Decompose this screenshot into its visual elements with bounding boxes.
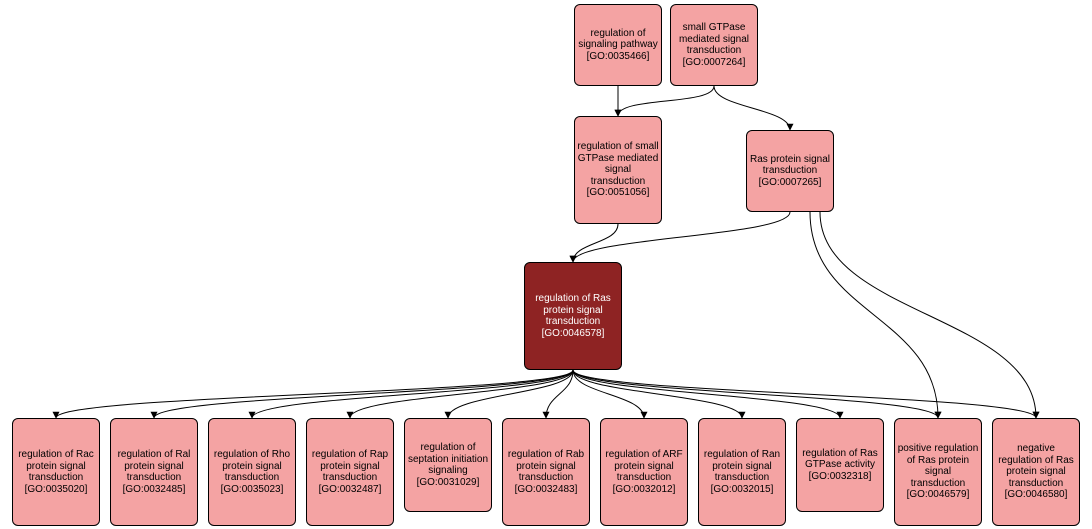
edge-n_small_gtp-n_reg_small (618, 86, 714, 116)
node-label: negative regulation of Ras protein signa… (995, 443, 1077, 501)
node-n_pos[interactable]: positive regulation of Ras protein signa… (894, 418, 982, 526)
node-label: regulation of Rab protein signal transdu… (505, 449, 587, 495)
node-label: Ras protein signal transduction [GO:0007… (749, 154, 831, 189)
node-n_rab[interactable]: regulation of Rab protein signal transdu… (502, 418, 590, 526)
node-n_small_gtp[interactable]: small GTPase mediated signal transductio… (670, 4, 758, 86)
edge-n_reg_ras-n_ral (154, 370, 573, 418)
node-label: regulation of small GTPase mediated sign… (577, 141, 659, 199)
node-n_sept[interactable]: regulation of septation initiation signa… (404, 418, 492, 512)
node-label: regulation of Rac protein signal transdu… (15, 449, 97, 495)
node-n_rho[interactable]: regulation of Rho protein signal transdu… (208, 418, 296, 526)
edge-n_reg_ras-n_sept (448, 370, 573, 418)
node-label: regulation of Rho protein signal transdu… (211, 449, 293, 495)
node-n_rac[interactable]: regulation of Rac protein signal transdu… (12, 418, 100, 526)
node-n_ran[interactable]: regulation of Ran protein signal transdu… (698, 418, 786, 526)
node-label: regulation of ARF protein signal transdu… (603, 449, 685, 495)
edge-n_reg_ras-n_neg (573, 370, 1036, 418)
edge-n_reg_small-n_reg_ras (573, 224, 618, 262)
node-n_reg_small[interactable]: regulation of small GTPase mediated sign… (574, 116, 662, 224)
node-n_reg_sig[interactable]: regulation of signaling pathway [GO:0035… (574, 4, 662, 86)
edge-n_reg_ras-n_rac (56, 370, 573, 418)
edge-n_reg_ras-n_rap (350, 370, 573, 418)
node-label: regulation of Ras GTPase activity [GO:00… (799, 448, 881, 483)
edge-n_reg_ras-n_pos (573, 370, 938, 418)
node-label: regulation of Rap protein signal transdu… (309, 449, 391, 495)
node-label: regulation of Ras protein signal transdu… (527, 293, 619, 339)
node-n_gtpase[interactable]: regulation of Ras GTPase activity [GO:00… (796, 418, 884, 512)
node-label: regulation of septation initiation signa… (407, 442, 489, 488)
edge-n_reg_ras-n_rho (252, 370, 573, 418)
edge-n_ras_sig-n_pos (810, 212, 938, 418)
edge-n_reg_ras-n_arf (573, 370, 644, 418)
node-n_ral[interactable]: regulation of Ral protein signal transdu… (110, 418, 198, 526)
node-label: small GTPase mediated signal transductio… (673, 22, 755, 68)
node-label: regulation of signaling pathway [GO:0035… (577, 28, 659, 63)
diagram-stage: regulation of signaling pathway [GO:0035… (0, 0, 1092, 529)
node-label: regulation of Ran protein signal transdu… (701, 449, 783, 495)
node-n_reg_ras[interactable]: regulation of Ras protein signal transdu… (524, 262, 622, 370)
edge-n_small_gtp-n_ras_sig (714, 86, 790, 130)
node-label: positive regulation of Ras protein signa… (897, 443, 979, 501)
edge-n_reg_ras-n_gtpase (573, 370, 840, 418)
node-n_neg[interactable]: negative regulation of Ras protein signa… (992, 418, 1080, 526)
node-n_ras_sig[interactable]: Ras protein signal transduction [GO:0007… (746, 130, 834, 212)
edge-n_ras_sig-n_neg (820, 212, 1036, 418)
node-n_arf[interactable]: regulation of ARF protein signal transdu… (600, 418, 688, 526)
edge-n_reg_ras-n_ran (573, 370, 742, 418)
edge-n_reg_ras-n_rab (546, 370, 573, 418)
node-n_rap[interactable]: regulation of Rap protein signal transdu… (306, 418, 394, 526)
node-label: regulation of Ral protein signal transdu… (113, 449, 195, 495)
